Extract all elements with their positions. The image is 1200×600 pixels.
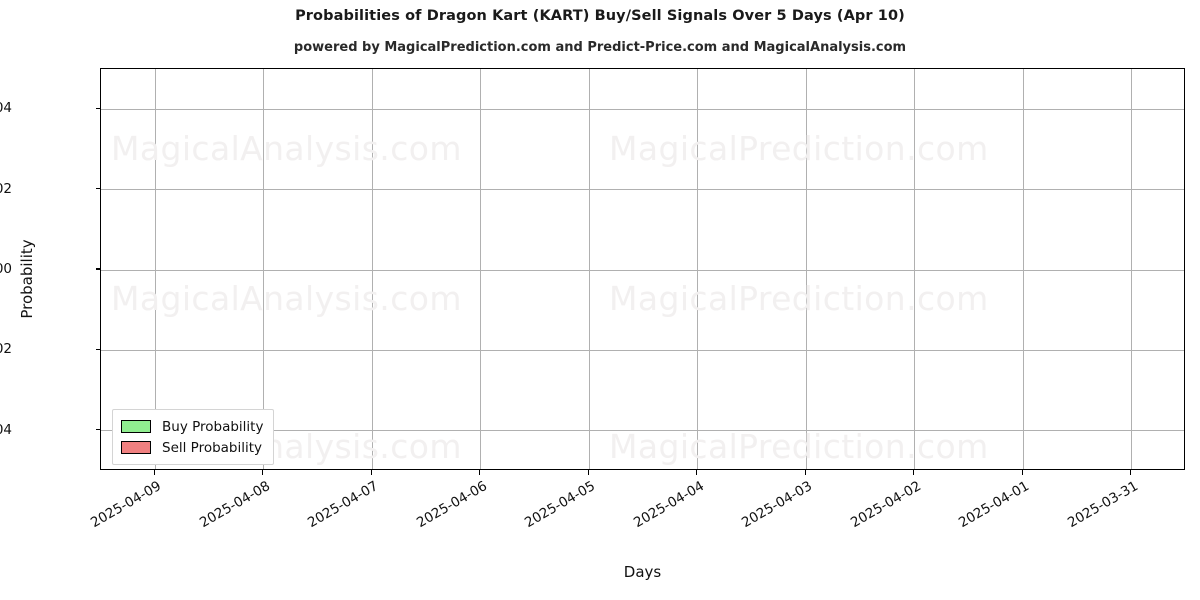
gridline-vertical <box>805 69 807 469</box>
x-tick-mark <box>370 470 372 475</box>
gridline-vertical <box>1131 69 1133 469</box>
gridline-vertical <box>588 69 590 469</box>
x-tick-label: 2025-04-05 <box>522 478 599 532</box>
x-tick-mark <box>913 470 915 475</box>
y-tick-mark <box>96 429 101 431</box>
y-tick-mark <box>96 268 101 270</box>
chart-legend[interactable]: Buy Probability Sell Probability <box>112 409 275 465</box>
chart-subtitle: powered by MagicalPrediction.com and Pre… <box>293 40 907 55</box>
watermark-text: MagicalPrediction.com <box>609 279 989 318</box>
gridline-vertical <box>914 69 916 469</box>
x-tick-mark <box>153 470 155 475</box>
watermark-text: MagicalPrediction.com <box>609 427 989 466</box>
chart-title: Probabilities of Dragon Kart (KART) Buy/… <box>295 8 905 24</box>
y-tick-label: −0.04 <box>0 421 12 438</box>
y-tick-label: 0.02 <box>0 180 12 197</box>
legend-item[interactable]: Sell Probability <box>121 437 263 458</box>
y-tick-label: −0.02 <box>0 341 12 358</box>
x-tick-mark <box>1021 470 1023 475</box>
x-tick-mark <box>696 470 698 475</box>
x-tick-mark <box>479 470 481 475</box>
legend-swatch-icon <box>121 441 151 454</box>
legend-item[interactable]: Buy Probability <box>121 416 263 437</box>
x-tick-label: 2025-04-04 <box>630 478 707 532</box>
gridline-horizontal <box>101 349 1184 351</box>
gridline-horizontal <box>101 189 1184 191</box>
x-tick-mark <box>1130 470 1132 475</box>
y-axis-label: Probability <box>18 239 36 319</box>
x-tick-label: 2025-04-06 <box>413 478 490 532</box>
gridline-horizontal <box>101 108 1184 110</box>
x-axis-label: Days <box>623 563 662 581</box>
y-tick-mark <box>96 107 101 109</box>
y-tick-mark <box>96 187 101 190</box>
watermark-text: MagicalAnalysis.com <box>111 279 462 318</box>
x-tick-label: 2025-04-01 <box>956 478 1033 532</box>
legend-swatch-icon <box>121 420 151 433</box>
y-tick-label: 0.00 <box>0 261 12 277</box>
gridline-vertical <box>154 69 156 469</box>
y-tick-label: 0.04 <box>0 100 12 117</box>
gridline-vertical <box>480 69 482 469</box>
watermark-text: MagicalPrediction.com <box>609 129 989 168</box>
x-tick-mark <box>804 470 806 475</box>
gridline-vertical <box>1022 69 1024 469</box>
gridline-vertical <box>263 69 265 469</box>
x-tick-label: 2025-04-02 <box>847 478 924 532</box>
x-tick-label: 2025-04-08 <box>196 478 273 532</box>
x-tick-label: 2025-04-03 <box>739 478 816 532</box>
y-tick-mark <box>96 348 101 351</box>
gridline-horizontal <box>101 430 1184 432</box>
x-tick-label: 2025-03-31 <box>1064 478 1141 532</box>
gridline-horizontal <box>101 269 1184 271</box>
x-tick-mark <box>587 470 589 475</box>
x-tick-mark <box>262 470 264 475</box>
gridline-vertical <box>697 69 699 469</box>
x-tick-label: 2025-04-09 <box>88 478 165 532</box>
watermark-text: MagicalAnalysis.com <box>111 129 462 168</box>
gridline-vertical <box>371 69 373 469</box>
legend-item-label: Sell Probability <box>162 439 263 456</box>
legend-item-label: Buy Probability <box>162 418 264 435</box>
x-tick-label: 2025-04-07 <box>305 478 382 532</box>
